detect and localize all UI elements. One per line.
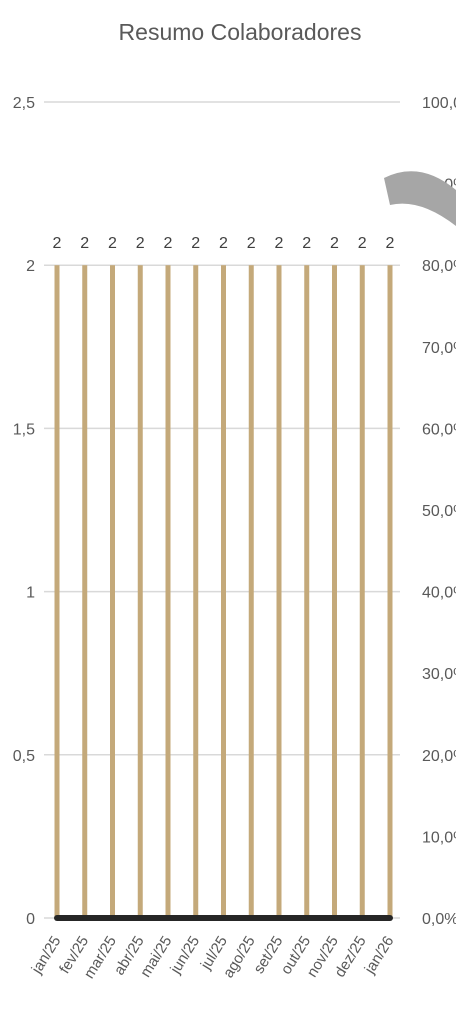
y2-tick-label: 10,0% (422, 829, 456, 846)
bar (276, 265, 282, 918)
y2-tick-label: 80,0% (422, 258, 456, 275)
bar (359, 265, 365, 918)
data-labels: 2 2 2 2 2 2 2 2 2 2 2 2 2 (53, 235, 395, 252)
bar (110, 265, 115, 918)
bar (304, 265, 310, 918)
data-label: 2 (219, 235, 228, 252)
y2-tick-label: 0,0% (422, 911, 456, 928)
bar (221, 265, 226, 918)
data-label: 2 (80, 235, 89, 252)
data-label: 2 (330, 235, 339, 252)
secondary-y-axis-ticks: 0,0% 10,0% 20,0% 30,0% 40,0% 50,0% 60,0% 70,0% 8… (422, 95, 456, 928)
y-tick-label: 1,5 (13, 421, 35, 438)
decorative-arc-shape (384, 171, 456, 226)
x-tick-label: jan/26 (361, 933, 398, 978)
data-label: 2 (358, 235, 367, 252)
data-label: 2 (53, 235, 62, 252)
bar (165, 265, 171, 918)
x-tick-label: jun/25 (167, 933, 204, 978)
data-label: 2 (136, 235, 145, 252)
y2-tick-label: 50,0% (422, 503, 456, 520)
data-label: 2 (191, 235, 200, 252)
data-label: 2 (302, 235, 311, 252)
y2-tick-label: 70,0% (422, 340, 456, 357)
bars (54, 265, 393, 918)
bar (387, 265, 393, 918)
chart-title: Resumo Colaboradores (119, 19, 362, 45)
data-label: 2 (164, 235, 173, 252)
y-tick-label: 1 (26, 585, 35, 602)
x-axis-ticks: jan/25fev/25mar/25abr/25mai/25jun/25jul/… (28, 933, 398, 982)
y2-tick-label: 40,0% (422, 585, 456, 602)
bar (54, 265, 60, 918)
bar (248, 265, 254, 918)
bar (82, 265, 88, 918)
y-tick-label: 0,5 (13, 748, 35, 765)
y-tick-label: 2 (26, 258, 35, 275)
bar (332, 265, 337, 918)
data-label: 2 (275, 235, 284, 252)
bar (193, 265, 199, 918)
data-label: 2 (108, 235, 117, 252)
y2-tick-label: 30,0% (422, 666, 456, 683)
y-axis-ticks: 0 0,5 1 1,5 2 2,5 (13, 95, 35, 928)
bar (137, 265, 143, 918)
y2-tick-label: 20,0% (422, 748, 456, 765)
y-tick-label: 2,5 (13, 95, 35, 112)
x-tick-label: jan/25 (28, 933, 65, 978)
y2-tick-label: 100,0% (422, 95, 456, 112)
y2-tick-label: 60,0% (422, 421, 456, 438)
data-label: 2 (247, 235, 256, 252)
data-label: 2 (386, 235, 395, 252)
y-tick-label: 0 (26, 911, 35, 928)
